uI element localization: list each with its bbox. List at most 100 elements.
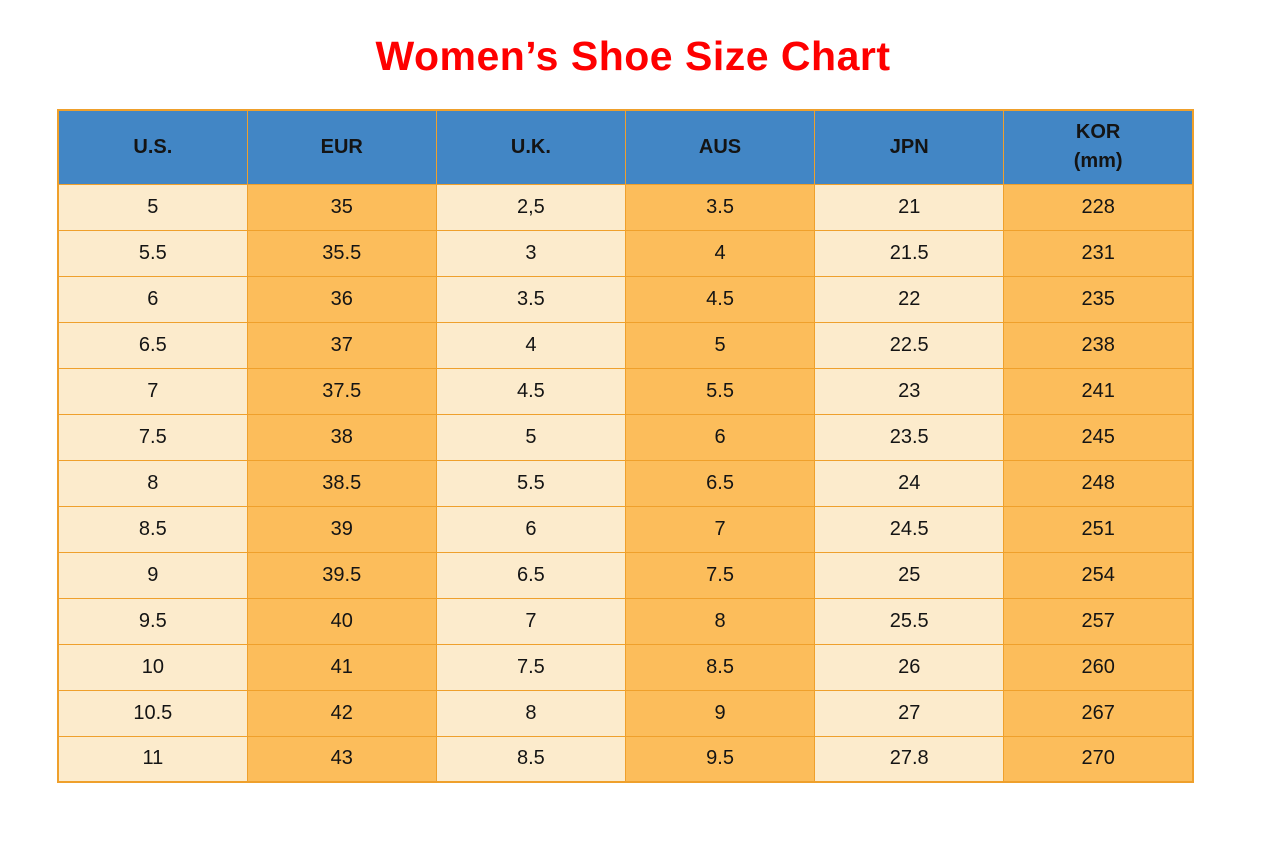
table-cell: 238	[1003, 321, 1194, 369]
table-cell: 8	[57, 459, 248, 507]
table-body: 5 35 2,5 3.5 21 228 5.5 35.5 3 4 21.5 231 6 36 3.5 4.5 2…	[57, 183, 1194, 783]
table-cell: 9	[624, 689, 816, 737]
table-row: 9 39.5 6.5 7.5 25 254	[57, 551, 1194, 599]
table-cell: 4	[624, 229, 816, 277]
table-cell: 38.5	[246, 459, 437, 507]
table-cell: 5.5	[57, 229, 248, 277]
table-cell: 5	[624, 321, 816, 369]
table-cell: 267	[1003, 689, 1194, 737]
column-header-u-s: U.S.	[57, 109, 248, 185]
table-cell: 251	[1003, 505, 1194, 553]
table-cell: 6	[57, 275, 248, 323]
table-cell: 3.5	[624, 183, 816, 231]
table-cell: 22.5	[814, 321, 1005, 369]
table-cell: 4.5	[624, 275, 816, 323]
table-cell: 22	[814, 275, 1005, 323]
column-header-eur: EUR	[246, 109, 437, 185]
table-row: 8 38.5 5.5 6.5 24 248	[57, 459, 1194, 507]
table-cell: 254	[1003, 551, 1194, 599]
header-row: U.S. EUR U.K. AUS JPN KOR (mm)	[57, 109, 1194, 185]
table-cell: 3.5	[435, 275, 626, 323]
column-header-aus: AUS	[624, 109, 816, 185]
table-cell: 27.8	[814, 735, 1005, 783]
table-cell: 9.5	[624, 735, 816, 783]
table-row: 7.5 38 5 6 23.5 245	[57, 413, 1194, 461]
table-cell: 37	[246, 321, 437, 369]
table-cell: 9	[57, 551, 248, 599]
table-row: 10.5 42 8 9 27 267	[57, 689, 1194, 737]
table-cell: 8.5	[57, 505, 248, 553]
table-cell: 26	[814, 643, 1005, 691]
table-row: 11 43 8.5 9.5 27.8 270	[57, 735, 1194, 783]
table-cell: 7	[57, 367, 248, 415]
table-row: 5.5 35.5 3 4 21.5 231	[57, 229, 1194, 277]
table-cell: 231	[1003, 229, 1194, 277]
table-cell: 6.5	[435, 551, 626, 599]
table-cell: 36	[246, 275, 437, 323]
table-cell: 7.5	[435, 643, 626, 691]
table-cell: 228	[1003, 183, 1194, 231]
table-cell: 24.5	[814, 505, 1005, 553]
table-cell: 9.5	[57, 597, 248, 645]
table-row: 10 41 7.5 8.5 26 260	[57, 643, 1194, 691]
table-cell: 5.5	[435, 459, 626, 507]
table-cell: 25.5	[814, 597, 1005, 645]
column-header-jpn: JPN	[814, 109, 1005, 185]
table-cell: 241	[1003, 367, 1194, 415]
table-row: 7 37.5 4.5 5.5 23 241	[57, 367, 1194, 415]
table-cell: 21.5	[814, 229, 1005, 277]
table-cell: 270	[1003, 735, 1194, 783]
table-cell: 8	[435, 689, 626, 737]
table-row: 5 35 2,5 3.5 21 228	[57, 183, 1194, 231]
table-cell: 235	[1003, 275, 1194, 323]
table-cell: 23.5	[814, 413, 1005, 461]
table-cell: 27	[814, 689, 1005, 737]
table-cell: 4	[435, 321, 626, 369]
column-header-u-k: U.K.	[435, 109, 626, 185]
table-cell: 35	[246, 183, 437, 231]
table-cell: 42	[246, 689, 437, 737]
table-cell: 8.5	[435, 735, 626, 783]
table-cell: 39.5	[246, 551, 437, 599]
table-cell: 5.5	[624, 367, 816, 415]
table-cell: 35.5	[246, 229, 437, 277]
table-cell: 4.5	[435, 367, 626, 415]
table-cell: 3	[435, 229, 626, 277]
table-cell: 7	[435, 597, 626, 645]
table-cell: 257	[1003, 597, 1194, 645]
table-cell: 8	[624, 597, 816, 645]
table-cell: 37.5	[246, 367, 437, 415]
table-cell: 43	[246, 735, 437, 783]
page-title: Women’s Shoe Size Chart	[375, 33, 891, 79]
table-cell: 6.5	[624, 459, 816, 507]
table-header: U.S. EUR U.K. AUS JPN KOR (mm)	[57, 109, 1194, 185]
table-cell: 7.5	[57, 413, 248, 461]
table-cell: 5	[57, 183, 248, 231]
table-cell: 260	[1003, 643, 1194, 691]
table-row: 6.5 37 4 5 22.5 238	[57, 321, 1194, 369]
table-cell: 6.5	[57, 321, 248, 369]
table-cell: 11	[57, 735, 248, 783]
table-cell: 5	[435, 413, 626, 461]
table-cell: 2,5	[435, 183, 626, 231]
table-cell: 10.5	[57, 689, 248, 737]
table-cell: 38	[246, 413, 437, 461]
table-cell: 23	[814, 367, 1005, 415]
table-row: 8.5 39 6 7 24.5 251	[57, 505, 1194, 553]
column-header-kor-mm: KOR (mm)	[1003, 109, 1194, 185]
table-cell: 6	[624, 413, 816, 461]
table-cell: 6	[435, 505, 626, 553]
table-cell: 25	[814, 551, 1005, 599]
table-cell: 8.5	[624, 643, 816, 691]
table-row: 9.5 40 7 8 25.5 257	[57, 597, 1194, 645]
table-cell: 39	[246, 505, 437, 553]
table-cell: 248	[1003, 459, 1194, 507]
table-cell: 40	[246, 597, 437, 645]
table-cell: 21	[814, 183, 1005, 231]
table-cell: 24	[814, 459, 1005, 507]
table-cell: 10	[57, 643, 248, 691]
table-cell: 245	[1003, 413, 1194, 461]
table-cell: 7	[624, 505, 816, 553]
size-chart-table-container: U.S. EUR U.K. AUS JPN KOR (mm) 5 35 2,5 3.5 21 228…	[57, 109, 1194, 783]
size-chart-table: U.S. EUR U.K. AUS JPN KOR (mm) 5 35 2,5 3.5 21 228…	[57, 109, 1194, 783]
